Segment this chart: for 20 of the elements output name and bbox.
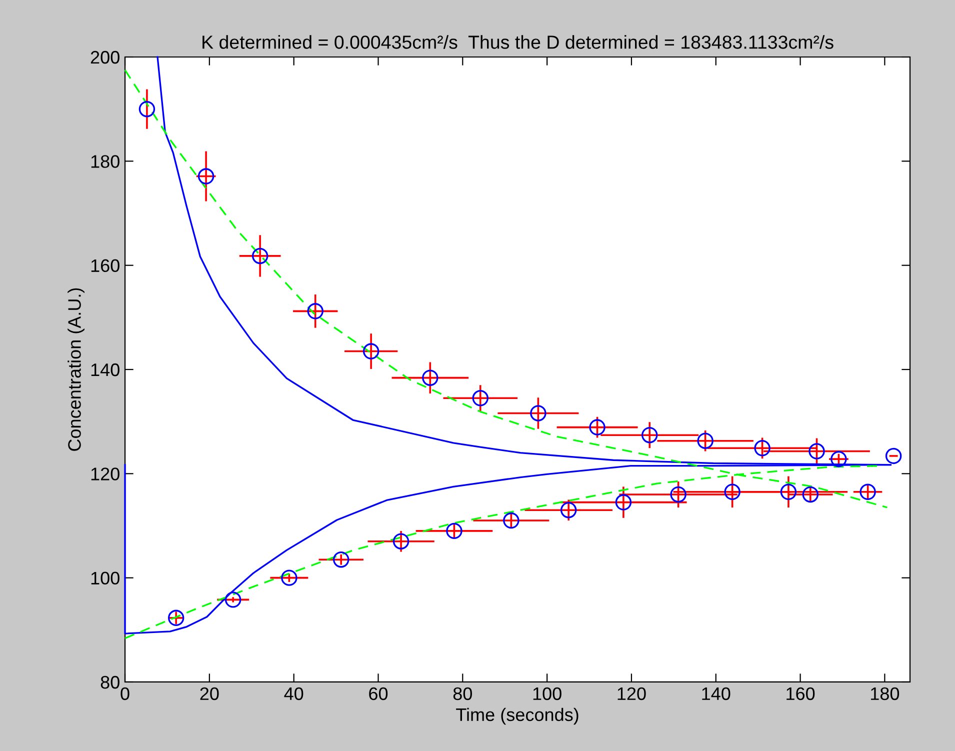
x-tick-label: 180 [871,687,900,700]
x-tick-label: 20 [200,687,219,700]
y-tick-label: 200 [90,50,120,64]
x-tick-label: 100 [533,687,562,700]
x-tick-label: 120 [618,687,646,700]
y-tick-label: 100 [91,572,120,585]
y-tick-label: 80 [100,676,120,689]
x-tick-label: 40 [284,687,304,700]
y-axis-title: Concentration (A.U.) [68,288,84,451]
y-tick-label: 120 [91,468,120,480]
y-tick-label: 160 [91,259,120,272]
chart-title: K determined = 0.000435cm²/s Thus the D determined = 183483.1133cm²/s [202,35,834,49]
x-tick-label: 0 [120,687,130,700]
x-tick-label: 80 [453,687,472,700]
x-tick-label: 60 [369,687,388,700]
y-tick-label: 180 [91,155,120,168]
x-tick-label: 160 [786,687,815,700]
x-tick-label: 140 [702,687,730,700]
y-tick-label: 140 [91,363,120,376]
x-axis-title: Time (seconds) [456,708,578,725]
